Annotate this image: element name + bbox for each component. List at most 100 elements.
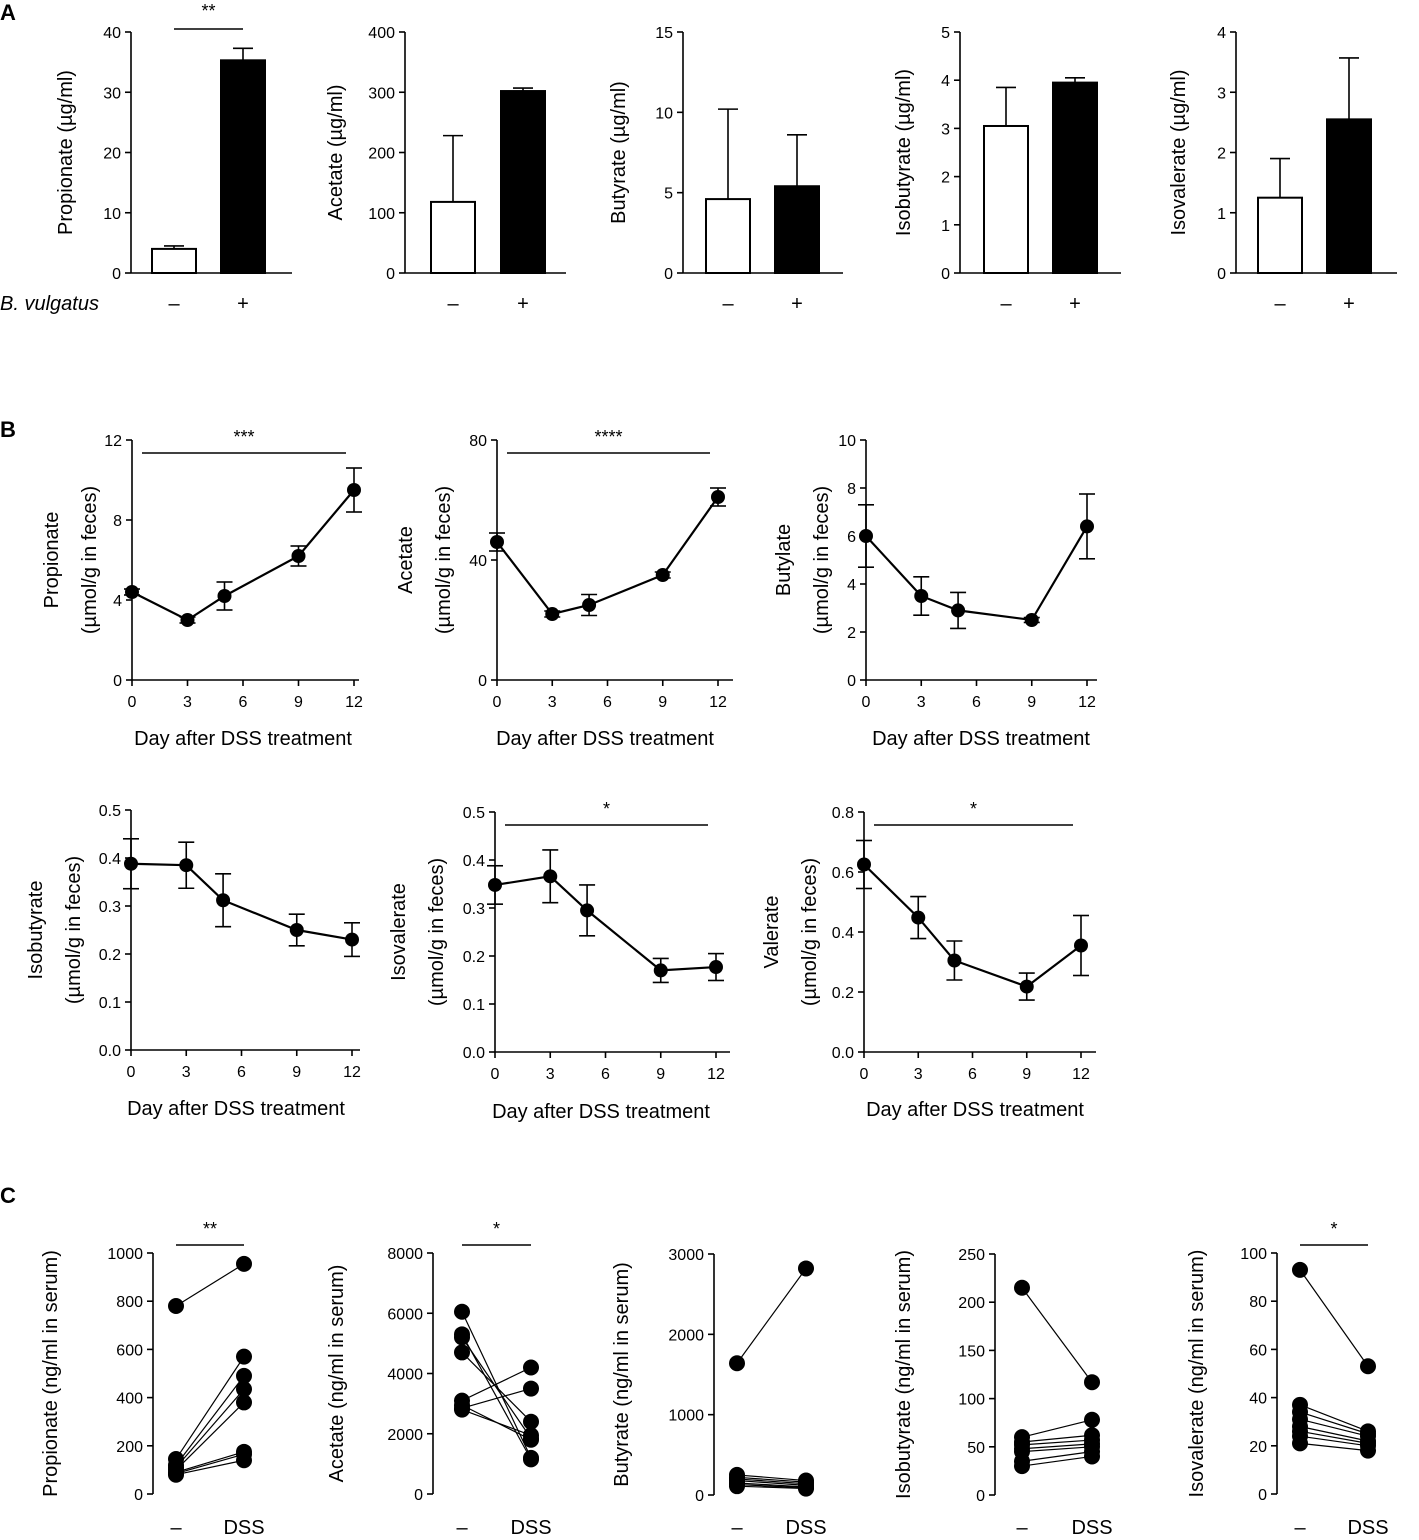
x-tick-label: 3 — [548, 694, 557, 711]
data-point — [291, 549, 306, 563]
y-tick-label: 0.2 — [463, 949, 485, 966]
data-point — [125, 585, 139, 599]
y-tick-label: 4 — [1217, 25, 1226, 42]
data-point — [914, 589, 929, 603]
chart-c4: 0 50 100 150 200 250 – DSS Isobutyrate (ng/ml in… — [893, 1247, 1113, 1539]
data-point — [1292, 1261, 1308, 1278]
x-category-label: – — [1294, 1517, 1306, 1539]
x-tick-label: 6 — [601, 1066, 610, 1083]
pair-line — [736, 1478, 807, 1485]
data-point — [523, 1359, 539, 1376]
y-axis-label: Propionate (µg/ml) — [55, 70, 77, 235]
data-point — [1014, 1458, 1030, 1475]
y-axis-label: Propionate — [41, 512, 63, 609]
data-point — [289, 923, 304, 937]
pair-line — [736, 1268, 807, 1364]
chart-b2: 0 40 80 0 3 6 9 12 Acetate (µmol/g in feces) Day a… — [395, 427, 733, 750]
y-axis-label-units: (µmol/g in feces) — [433, 486, 455, 634]
y-axis-label: Acetate — [395, 526, 417, 594]
significance-marker: * — [970, 799, 977, 819]
bar — [1052, 81, 1098, 274]
y-tick-label: 0 — [1258, 1487, 1267, 1504]
y-tick-label: 3 — [1217, 85, 1226, 102]
x-axis-label: Day after DSS treatment — [492, 1101, 710, 1123]
series-line — [131, 489, 355, 622]
y-tick-label: 150 — [958, 1343, 985, 1360]
y-tick-label: 1000 — [668, 1408, 704, 1425]
data-point — [545, 607, 560, 621]
y-tick-label: 0.2 — [99, 947, 121, 964]
y-tick-label: 100 — [958, 1392, 985, 1409]
series-line — [865, 525, 1088, 622]
y-tick-label: 0.4 — [99, 851, 121, 868]
data-point — [1292, 1435, 1308, 1452]
y-tick-label: 10 — [655, 105, 673, 122]
data-point — [1019, 979, 1034, 994]
x-axis-label: Day after DSS treatment — [134, 728, 352, 750]
pair-line — [736, 1482, 807, 1488]
data-point — [1084, 1411, 1100, 1428]
x-axis-label: Day after DSS treatment — [866, 1099, 1084, 1121]
data-point — [236, 1381, 252, 1398]
x-category-label: – — [168, 293, 180, 315]
y-tick-label: 1 — [1217, 206, 1226, 223]
bar — [220, 59, 266, 274]
y-tick-label: 0.4 — [832, 925, 854, 942]
y-tick-label: 400 — [368, 25, 395, 42]
data-point — [582, 598, 597, 612]
bar — [430, 200, 476, 274]
pair-line — [1021, 1419, 1093, 1438]
x-category-label: + — [791, 293, 803, 315]
x-tick-label: 9 — [656, 1066, 665, 1083]
y-tick-label: 3000 — [668, 1247, 704, 1264]
series-line — [863, 863, 1082, 988]
chart-a1: 0 10 20 30 40 – + Propionate (µg/ml) ** B. vulgat… — [0, 1, 292, 315]
y-tick-label: 0 — [695, 1488, 704, 1505]
data-point — [1080, 519, 1094, 534]
pair-line — [736, 1479, 807, 1486]
chart-b6: 0.0 0.2 0.4 0.6 0.8 0 3 6 9 12 Valerate (µmol/g in … — [761, 799, 1096, 1121]
y-tick-label: 200 — [116, 1439, 143, 1456]
x-category-label: – — [731, 1517, 743, 1539]
data-point — [911, 910, 926, 925]
x-category-label: DSS — [1347, 1517, 1388, 1539]
y-tick-label: 40 — [469, 553, 487, 570]
y-tick-label: 4000 — [387, 1367, 423, 1384]
y-axis-label: Isovalerate — [388, 883, 410, 981]
y-axis-label: Butyrate (ng/ml in serum) — [611, 1262, 633, 1487]
series-line — [496, 496, 719, 616]
pair-line — [1299, 1404, 1369, 1432]
data-point — [347, 483, 361, 497]
pair-line — [1021, 1443, 1093, 1450]
x-tick-label: 12 — [345, 694, 363, 711]
data-point — [454, 1344, 470, 1361]
x-category-label: – — [456, 1517, 468, 1539]
data-point — [1014, 1279, 1030, 1296]
y-axis-label-units: (µmol/g in feces) — [799, 858, 821, 1006]
y-tick-label: 0 — [113, 673, 122, 690]
y-tick-label: 2 — [941, 170, 950, 187]
y-tick-label: 4 — [847, 577, 856, 594]
x-category-label: DSS — [1071, 1517, 1112, 1539]
data-point — [1024, 613, 1039, 627]
y-tick-label: 40 — [103, 25, 121, 42]
y-tick-label: 15 — [655, 25, 673, 42]
y-tick-label: 60 — [1249, 1342, 1267, 1359]
y-tick-label: 80 — [469, 433, 487, 450]
data-point — [859, 529, 873, 543]
x-tick-label: 0 — [493, 694, 502, 711]
x-category-label: – — [170, 1517, 182, 1539]
bar — [705, 198, 751, 275]
y-tick-label: 800 — [116, 1294, 143, 1311]
y-tick-label: 0 — [112, 266, 121, 283]
x-category-label: – — [447, 293, 459, 315]
pair-line — [175, 1451, 245, 1473]
y-axis-label-units: (µmol/g in feces) — [63, 856, 85, 1004]
y-axis-label: Isovalerate (ng/ml in serum) — [1186, 1250, 1208, 1498]
data-point — [1360, 1358, 1376, 1375]
x-tick-label: 12 — [707, 1066, 725, 1083]
y-tick-label: 20 — [1249, 1439, 1267, 1456]
x-tick-label: 12 — [709, 694, 727, 711]
y-tick-label: 0 — [941, 266, 950, 283]
